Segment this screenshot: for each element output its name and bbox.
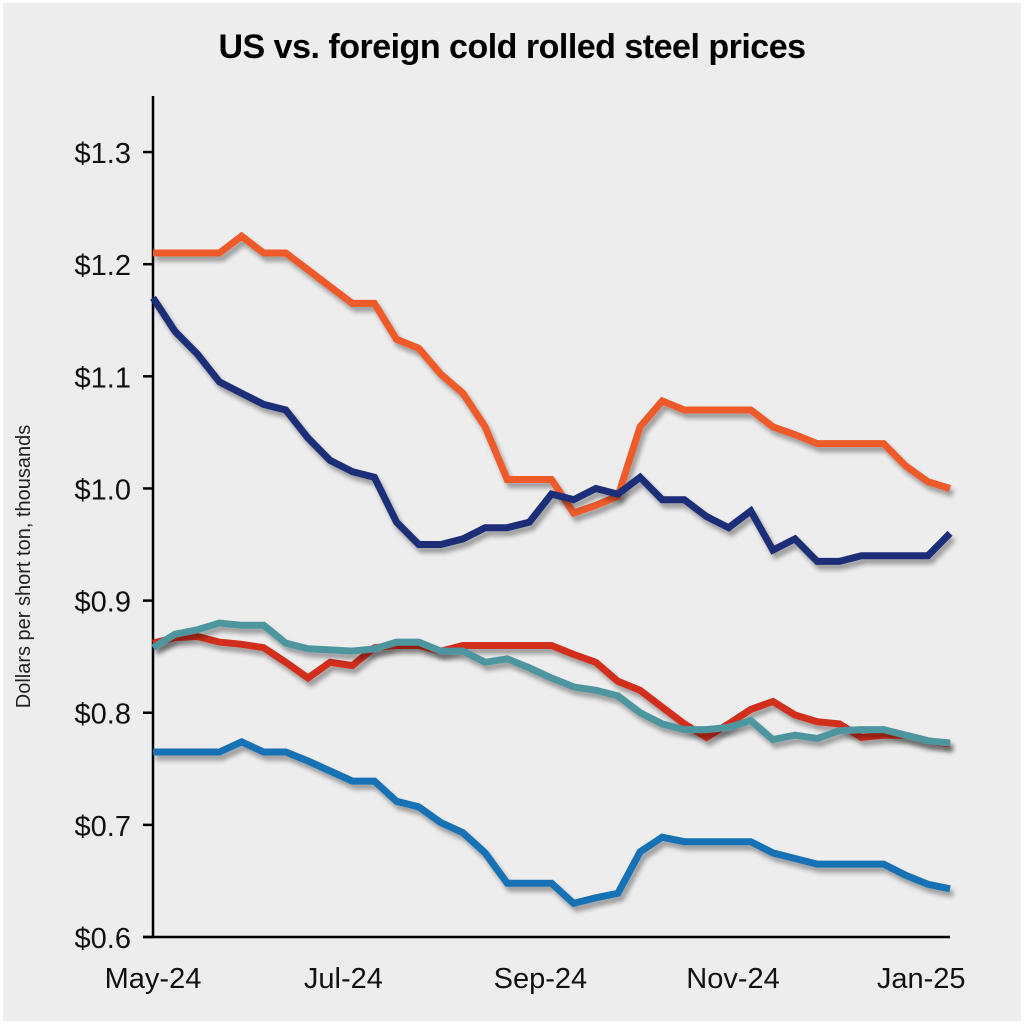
navy-series-line — [150, 295, 953, 565]
x-tick-label: Jan-25 — [877, 963, 966, 995]
orange-series-line — [153, 231, 952, 518]
y-tick-label: $0.7 — [75, 811, 131, 843]
x-tick-label: May-24 — [105, 963, 202, 995]
series-group — [150, 231, 953, 908]
chart-background — [3, 3, 1021, 1021]
chart-title: US vs. foreign cold rolled steel prices — [218, 28, 806, 66]
y-tick-label: $0.9 — [75, 587, 131, 619]
axes — [143, 96, 950, 939]
red-series-line — [152, 632, 951, 748]
x-tick-label: Nov-24 — [686, 963, 780, 995]
y-tick-label: $1.3 — [75, 138, 131, 170]
y-tick-label: $0.8 — [75, 699, 131, 731]
y-ticks: $0.6 $0.7 $0.8 $0.9 $1.0 $1.1 $1.2 $1.3 — [75, 138, 153, 955]
x-tick-labels: May-24 Jul-24 Sep-24 Nov-24 Jan-25 — [105, 963, 966, 995]
y-axis-title: Dollars per short ton, thousands — [13, 425, 35, 709]
x-tick-label: Jul-24 — [304, 963, 383, 995]
y-tick-label: $0.6 — [75, 923, 131, 955]
y-tick-label: $1.1 — [75, 362, 131, 394]
blue-series-line — [153, 738, 951, 908]
teal-series-line — [151, 619, 951, 747]
x-tick-label: Sep-24 — [494, 963, 588, 995]
y-tick-label: $1.2 — [75, 250, 131, 282]
y-tick-label: $1.0 — [75, 474, 131, 506]
